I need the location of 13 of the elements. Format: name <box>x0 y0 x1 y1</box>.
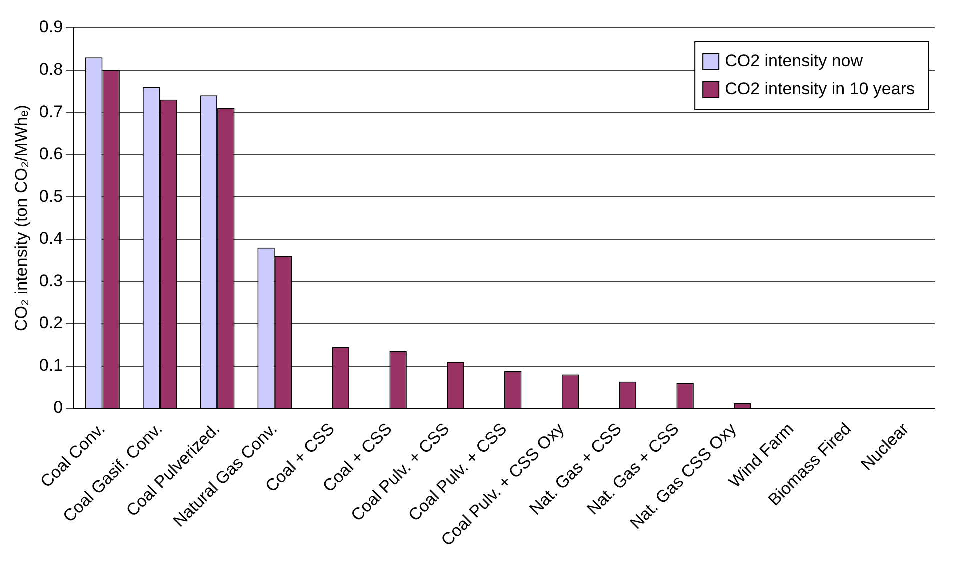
y-tick-label: 0.6 <box>39 144 64 164</box>
y-tick-label: 0.8 <box>39 60 64 79</box>
y-tick-label: 0.3 <box>39 271 64 290</box>
legend-label: CO2 intensity now <box>725 52 864 71</box>
y-axis-title: CO₂ intensity (ton CO₂/MWhₑ) <box>12 105 31 332</box>
legend-label: CO2 intensity in 10 years <box>725 80 915 99</box>
y-tick-label: 0.7 <box>39 102 64 122</box>
y-tick-label: 0.4 <box>39 229 64 248</box>
y-tick-label: 0.5 <box>39 186 64 206</box>
y-tick-label: 0.1 <box>39 356 64 375</box>
y-tick-label: 0.2 <box>39 314 64 333</box>
y-tick-label: 0 <box>54 398 64 418</box>
y-tick-label: 0.9 <box>39 18 64 37</box>
